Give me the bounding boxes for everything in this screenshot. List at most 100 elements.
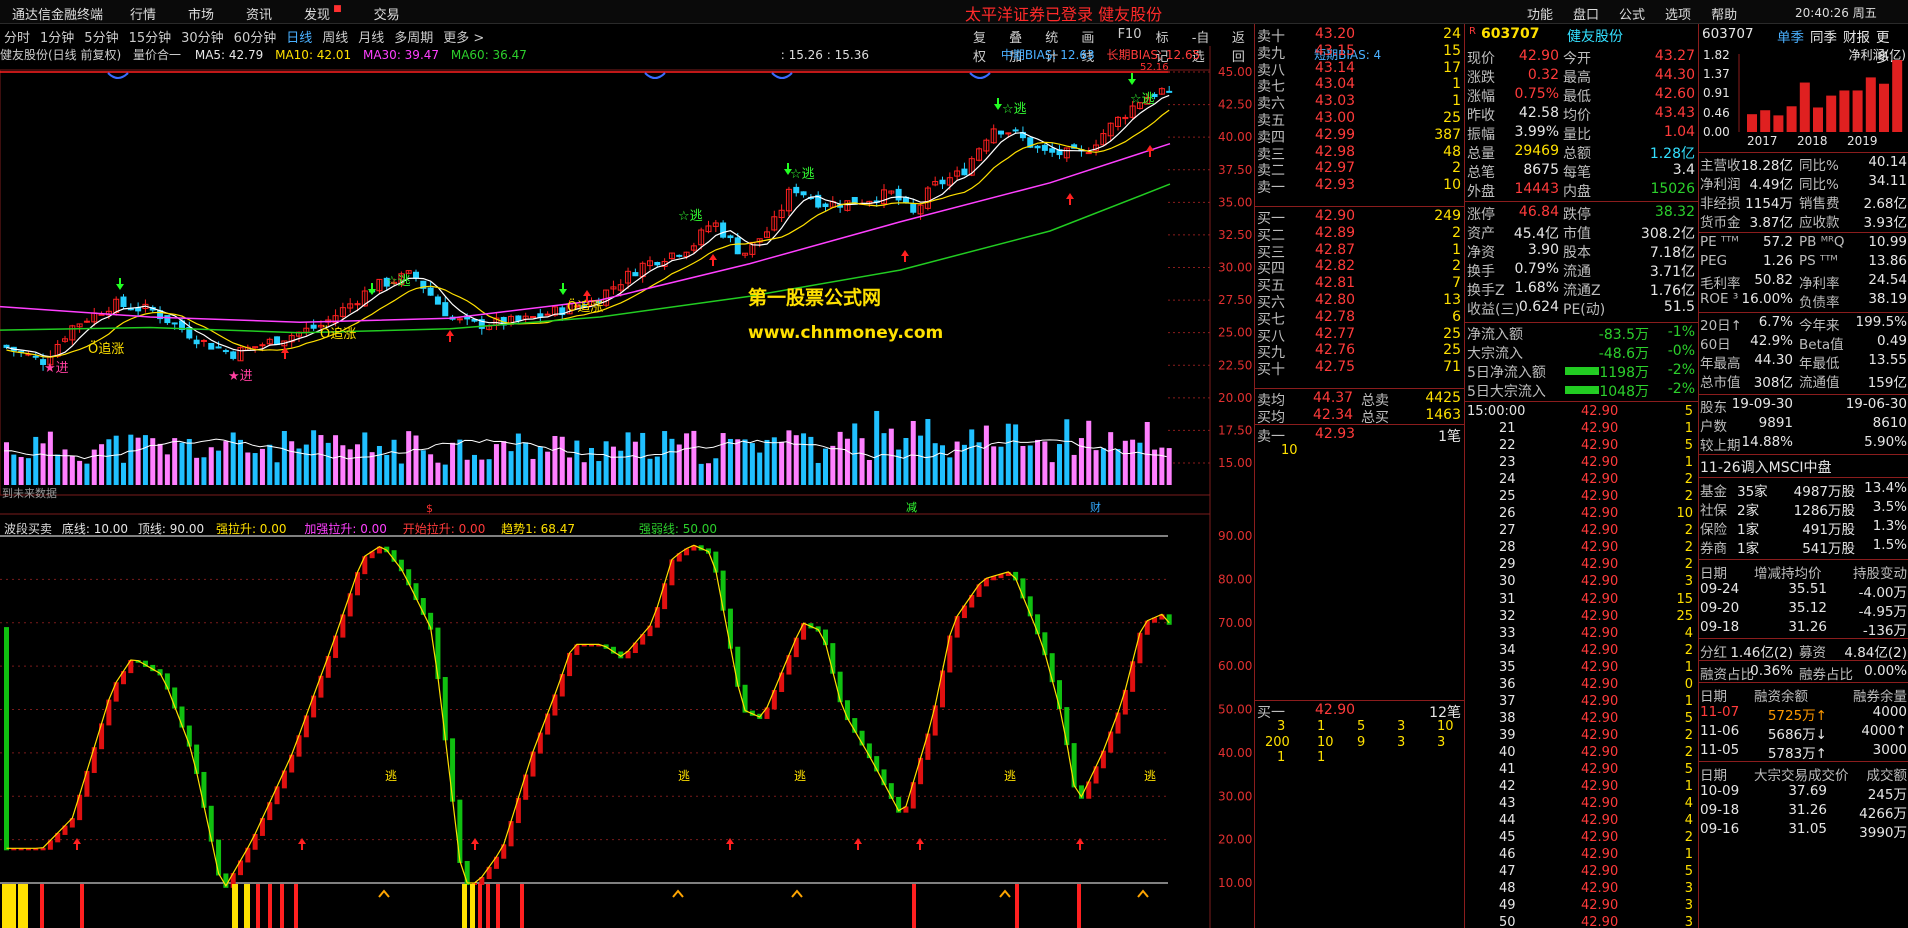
q-label2: 最高 — [1563, 70, 1591, 86]
indicator-bar — [793, 637, 799, 658]
indicator-bar — [610, 646, 616, 654]
sell1-row: 卖一 42.93 1笔 — [1255, 426, 1465, 445]
menu-news[interactable]: 资讯 — [246, 8, 273, 23]
tool-button[interactable]: 画线 — [1081, 31, 1095, 65]
volume-bar — [1144, 421, 1150, 485]
ind-tick-label: 40.00 — [1218, 746, 1252, 760]
period-tab[interactable]: 多周期 — [394, 31, 434, 46]
indicator-bar — [932, 705, 938, 736]
volume-bar — [896, 449, 902, 485]
tick-vol: 5 — [1684, 864, 1693, 880]
period-tab[interactable]: 30分钟 — [181, 31, 224, 46]
book-price: 42.81 — [1315, 275, 1356, 292]
period-tab[interactable]: 60分钟 — [233, 31, 277, 46]
menu-trade[interactable]: 交易 — [373, 8, 400, 23]
period-tab[interactable]: 1分钟 — [40, 31, 75, 46]
candle-body — [339, 307, 346, 317]
i-pct: 1.5% — [1872, 537, 1907, 553]
book-qty: 249 — [1434, 208, 1461, 224]
menu-market2[interactable]: 市场 — [188, 8, 215, 23]
tool-button[interactable]: 标记 — [1155, 31, 1169, 65]
i-pct: 3.5% — [1872, 499, 1907, 515]
volume-bar — [179, 442, 185, 485]
menu-market[interactable]: 行情 — [130, 8, 157, 23]
bid-row: 买五 42.81 7 — [1255, 275, 1465, 294]
tool-button[interactable]: -自选 — [1191, 31, 1210, 65]
tick-minute: 38 — [1499, 710, 1516, 726]
buy-arrow — [583, 290, 591, 302]
f10-tab[interactable]: 单季 — [1777, 30, 1804, 46]
period-tab[interactable]: 月线 — [358, 31, 385, 46]
volume-bar — [486, 459, 492, 485]
menu-formula[interactable]: 公式 — [1619, 8, 1646, 23]
indicator-start: 开始拉升: 0.00 — [402, 522, 486, 536]
period-tab[interactable]: 15分钟 — [128, 31, 172, 46]
f-label2: 同比% — [1799, 177, 1839, 193]
kline-chart[interactable]: 45.00 42.50 40.00 37.50 35.00 32.50 30.00 27.50… — [0, 0, 1254, 928]
tick-price: 42.90 — [1581, 881, 1619, 897]
q-label2: 最低 — [1563, 89, 1591, 105]
period-tab[interactable]: 分时 — [4, 31, 31, 46]
tick-price: 42.90 — [1581, 455, 1619, 471]
f10-tab[interactable]: 财报 — [1843, 30, 1870, 46]
tool-button[interactable]: 复权 — [973, 31, 987, 65]
tool-button[interactable]: 返回 — [1231, 31, 1245, 65]
volume-bar — [998, 446, 1004, 485]
th-b: 融资余额 — [1754, 689, 1808, 705]
period-tab[interactable]: 5分钟 — [84, 31, 119, 46]
book-qty: 25 — [1443, 342, 1461, 359]
quote-panel: R 603707 健友股份 现价 42.90 今开 43.27 涨跌 0.32 最高 44.30 涨幅… — [1464, 24, 1699, 928]
indicator-bar — [961, 605, 967, 619]
indicator-name[interactable]: 波段买卖 — [4, 522, 53, 536]
candle-body — [698, 229, 705, 246]
total-sell-value: 4425 — [1425, 390, 1461, 406]
menu-function[interactable]: 功能 — [1527, 8, 1554, 23]
margin-row: 11-07 5725万↑ 4000 — [1699, 704, 1908, 724]
menu-help[interactable]: 帮助 — [1711, 8, 1738, 23]
f10-tab[interactable]: 同季 — [1810, 30, 1837, 46]
menu-panel[interactable]: 盘口 — [1573, 8, 1600, 23]
tool-button[interactable]: 统计 — [1045, 31, 1059, 65]
f-label2: 负债率 — [1799, 295, 1840, 311]
tick-row: 26 42.90 10 — [1465, 506, 1699, 522]
period-tab[interactable]: 周线 — [322, 31, 349, 46]
tool-button[interactable]: F10 — [1117, 27, 1142, 42]
q-label: 净资 — [1467, 245, 1495, 261]
buy-arrow — [709, 254, 717, 266]
tr-c: 3990万 — [1859, 825, 1907, 841]
f-label: 非经损 — [1700, 196, 1741, 212]
indicator-main-name[interactable]: 量价合一 — [133, 48, 182, 62]
indicator-bar — [508, 821, 514, 847]
flow-row: 净流入额 -83.5万 -1% — [1465, 324, 1699, 343]
tool-button[interactable]: 叠加 — [1009, 31, 1023, 65]
f10-divider — [1699, 454, 1908, 455]
histogram-bar — [2, 884, 16, 928]
menu-options[interactable]: 选项 — [1665, 8, 1692, 23]
fin-row: 净利润 4.49亿 同比% 34.11 — [1699, 173, 1908, 193]
volume-bar — [157, 443, 163, 485]
indicator-bar — [1071, 743, 1077, 788]
volume-bar — [391, 439, 397, 485]
ask-row: 卖八 43.14 17 — [1255, 60, 1465, 79]
volume-bar — [866, 459, 872, 485]
candle-body — [720, 222, 727, 238]
period-tab[interactable]: 更多 > — [443, 31, 485, 46]
volume-bar — [106, 439, 112, 485]
menu-discover[interactable]: 发现 ■ — [304, 4, 342, 23]
indicator-bar — [406, 569, 412, 586]
dividend-row: 分红 1.46亿(2) 募资 4.84亿(2) — [1699, 641, 1908, 661]
f10-year: 2019 — [1847, 134, 1878, 148]
candle-body — [924, 187, 931, 209]
candle-body — [537, 313, 544, 318]
q-value: 42.58 — [1518, 105, 1559, 121]
escape-label: 逃 — [385, 769, 397, 783]
block-row: 09-16 31.05 3990万 — [1699, 821, 1908, 841]
i-label: 基金 — [1700, 484, 1727, 500]
f-label: 60日 — [1700, 337, 1731, 353]
candle-body — [1063, 147, 1070, 159]
period-tab[interactable]: 日线 — [286, 31, 313, 46]
candle-body — [32, 355, 39, 358]
indicator-bar — [194, 744, 200, 774]
volume-bar — [567, 457, 573, 485]
